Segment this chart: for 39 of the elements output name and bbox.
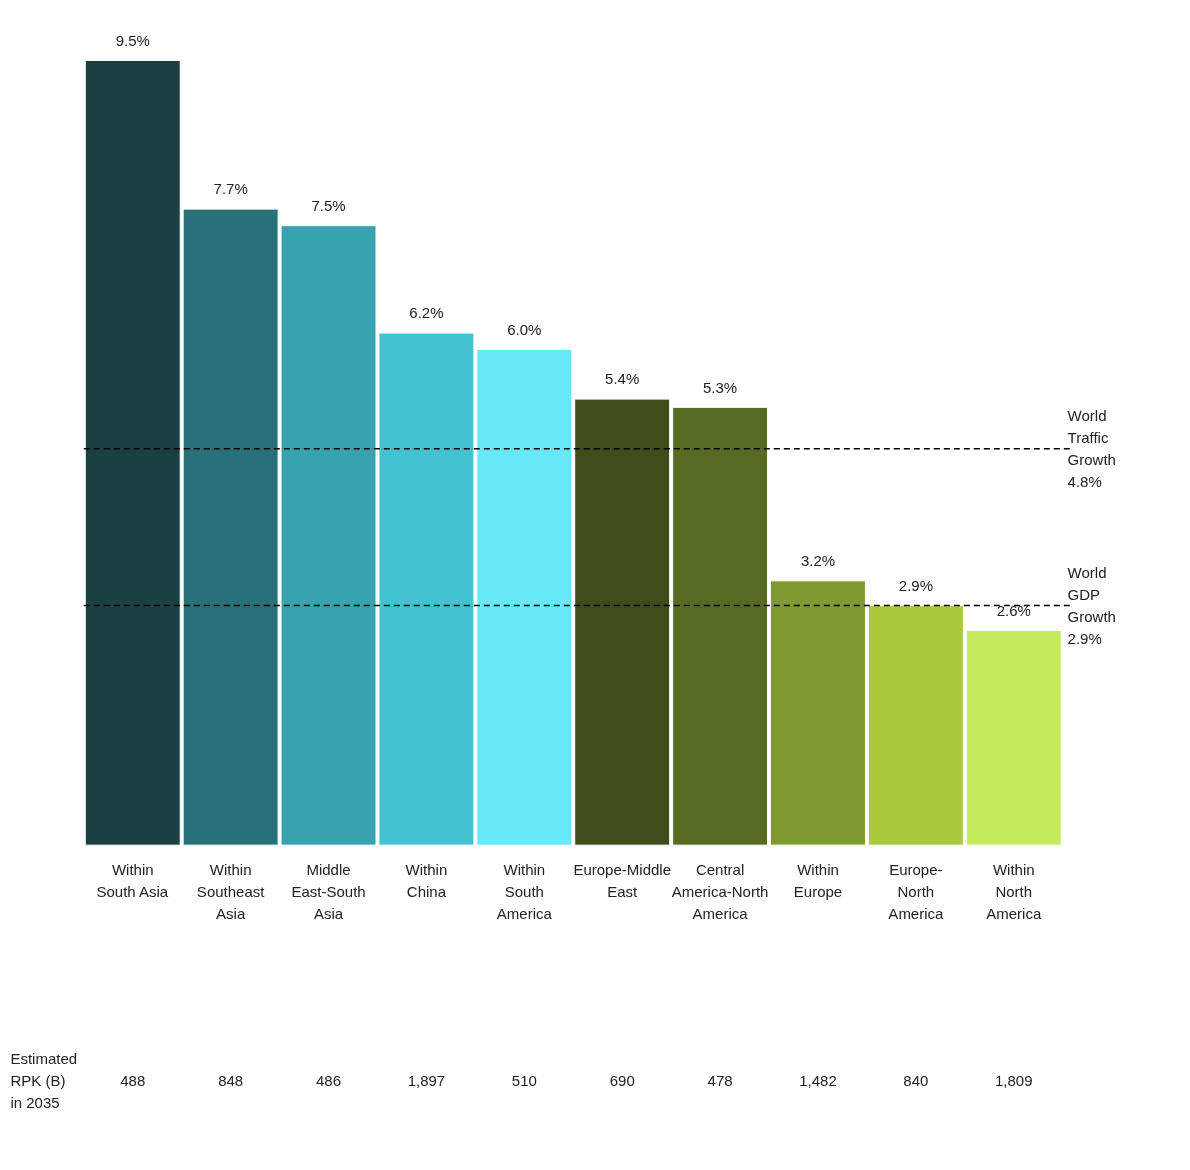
text: 1,482 bbox=[799, 1071, 837, 1089]
ref-line-label: World GDP Growth 2.9% bbox=[1067, 563, 1116, 648]
x-tick-label: Europe-Middle East bbox=[573, 860, 671, 900]
data-label: 6.0% bbox=[507, 320, 542, 338]
x-tick-label: Within North America bbox=[986, 860, 1042, 923]
x-tick-label: Central America-North America bbox=[671, 860, 769, 923]
text: 486 bbox=[316, 1071, 342, 1089]
data-label: 2.9% bbox=[898, 576, 933, 594]
ref-line-label: World Traffic Growth 4.8% bbox=[1067, 407, 1116, 491]
bar bbox=[770, 580, 866, 846]
text: 1,897 bbox=[407, 1071, 446, 1089]
bar bbox=[574, 398, 671, 846]
data-label: 3.2% bbox=[800, 552, 836, 570]
bar bbox=[84, 59, 181, 846]
data-label: 7.5% bbox=[311, 196, 346, 214]
data-label: 5.4% bbox=[605, 370, 640, 388]
text: 1,809 bbox=[995, 1071, 1033, 1089]
x-tick-label: Within Europe bbox=[793, 860, 843, 900]
text: 848 bbox=[218, 1071, 244, 1089]
x-tick-label: Within South Asia bbox=[96, 860, 169, 900]
bar bbox=[672, 406, 769, 846]
text: 478 bbox=[707, 1071, 733, 1089]
data-label: 6.2% bbox=[409, 304, 444, 322]
bar bbox=[867, 605, 964, 846]
x-tick-label: Within South America bbox=[496, 860, 553, 923]
x-tick-label: Within China bbox=[405, 860, 448, 900]
data-label: 2.6% bbox=[996, 601, 1031, 619]
x-tick-label: Within Southeast Asia bbox=[196, 860, 266, 923]
x-tick-label: Europe- North America bbox=[888, 860, 945, 923]
data-label: 7.7% bbox=[213, 180, 248, 198]
text: 488 bbox=[120, 1071, 146, 1089]
text: Estimated RPK (B) in 2035 bbox=[10, 1049, 78, 1112]
x-tick-label: Middle East-South Asia bbox=[291, 860, 366, 923]
text: 510 bbox=[511, 1071, 537, 1089]
data-label: 9.5% bbox=[115, 31, 150, 49]
text: 840 bbox=[903, 1071, 929, 1089]
bar bbox=[965, 629, 1062, 846]
text: 690 bbox=[609, 1071, 635, 1089]
data-label: 5.3% bbox=[703, 378, 738, 396]
